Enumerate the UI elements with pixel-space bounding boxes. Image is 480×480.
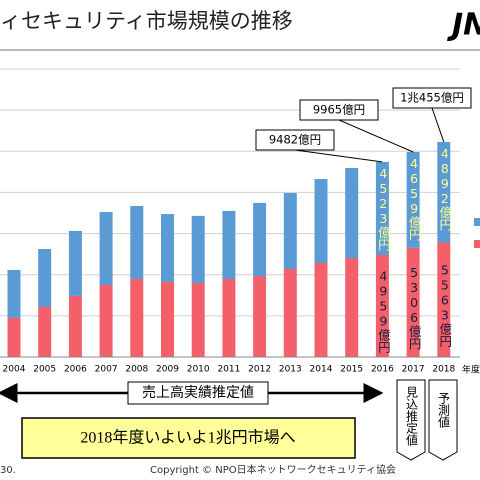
chart-title: ィセキュリティ市場規模の推移 — [0, 9, 293, 33]
bar-segment — [314, 262, 328, 357]
legend-swatch — [474, 240, 480, 248]
bar-segment — [437, 141, 451, 243]
bar-segment — [68, 295, 82, 357]
bar-segment — [130, 279, 144, 357]
bar-segment — [38, 249, 52, 308]
bar-segment — [161, 281, 174, 357]
x-tick-label: 2007 — [95, 365, 118, 375]
value-label: 4959億円 — [376, 268, 391, 353]
x-tick-label: 2006 — [64, 365, 87, 375]
callout-box — [255, 129, 335, 151]
page-number: 30. — [0, 465, 16, 476]
bar-segment — [38, 307, 52, 357]
period-box — [396, 379, 426, 461]
callout-line — [294, 149, 383, 163]
x-tick-label: 2014 — [310, 365, 333, 375]
bar-segment — [222, 210, 236, 280]
bar-segment — [283, 193, 297, 269]
copyright: Copyright © NPO日本ネットワークセキュリティ協会 — [150, 463, 396, 476]
callout-line — [431, 107, 445, 143]
value-label: 4659億円 — [407, 156, 422, 241]
callout-label: 9482億円 — [269, 133, 321, 147]
callout-label: 9965億円 — [313, 103, 365, 117]
value-label: 5306億円 — [407, 265, 422, 350]
x-tick-label: 2012 — [248, 365, 271, 375]
x-unit-label: 年度 — [462, 364, 480, 376]
bar-segment — [437, 242, 451, 357]
bar-segment — [68, 230, 82, 296]
bar-segment — [375, 254, 389, 357]
callout-box — [299, 99, 379, 121]
bar-segment — [375, 161, 389, 255]
x-tick-label: 2013 — [279, 365, 302, 375]
bar-segment — [406, 247, 420, 357]
x-tick-label: 2017 — [402, 365, 425, 375]
logo: JN — [447, 8, 480, 43]
callout-box — [392, 87, 472, 109]
x-tick-label: 2016 — [371, 365, 394, 375]
banner-box — [21, 417, 356, 459]
bar-segment — [7, 269, 21, 318]
value-label: 4523億円 — [376, 166, 391, 251]
bar-segment — [283, 268, 297, 357]
bar-segment — [191, 282, 205, 357]
bar-segment — [161, 214, 174, 282]
bar-segment — [99, 211, 113, 285]
value-label: 4892億円 — [437, 146, 452, 231]
bar-segment — [345, 258, 359, 357]
bar-segment — [345, 167, 359, 259]
x-tick-label: 2018 — [432, 365, 455, 375]
banner: 2018年度いよいよ1兆円市場へ — [80, 429, 295, 447]
x-tick-label: 2008 — [125, 365, 148, 375]
period-label: 見込推定値 — [405, 386, 419, 446]
bar-segment — [99, 285, 113, 357]
x-tick-label: 2004 — [3, 365, 26, 375]
period-label: 売上高実績推定値 — [142, 384, 254, 401]
x-tick-label: 2009 — [156, 365, 179, 375]
legend-swatch — [474, 218, 480, 226]
period-box — [428, 379, 458, 461]
bar-segment — [7, 317, 21, 357]
bar-segment — [253, 202, 267, 276]
bar-segment — [406, 152, 420, 248]
bar-segment — [314, 179, 328, 263]
x-tick-label: 2010 — [187, 365, 210, 375]
bar-segment — [253, 275, 267, 357]
period-label: 予測値 — [437, 392, 451, 428]
callout-line — [338, 119, 414, 153]
x-tick-label: 2015 — [340, 365, 363, 375]
callout-label: 1兆455億円 — [400, 91, 464, 105]
bar-segment — [191, 215, 205, 283]
period-box — [127, 381, 269, 405]
bar-segment — [222, 279, 236, 357]
bar-segment — [130, 206, 144, 280]
x-tick-label: 2005 — [33, 365, 56, 375]
x-tick-label: 2011 — [217, 365, 240, 375]
value-label: 5563億円 — [437, 262, 452, 347]
